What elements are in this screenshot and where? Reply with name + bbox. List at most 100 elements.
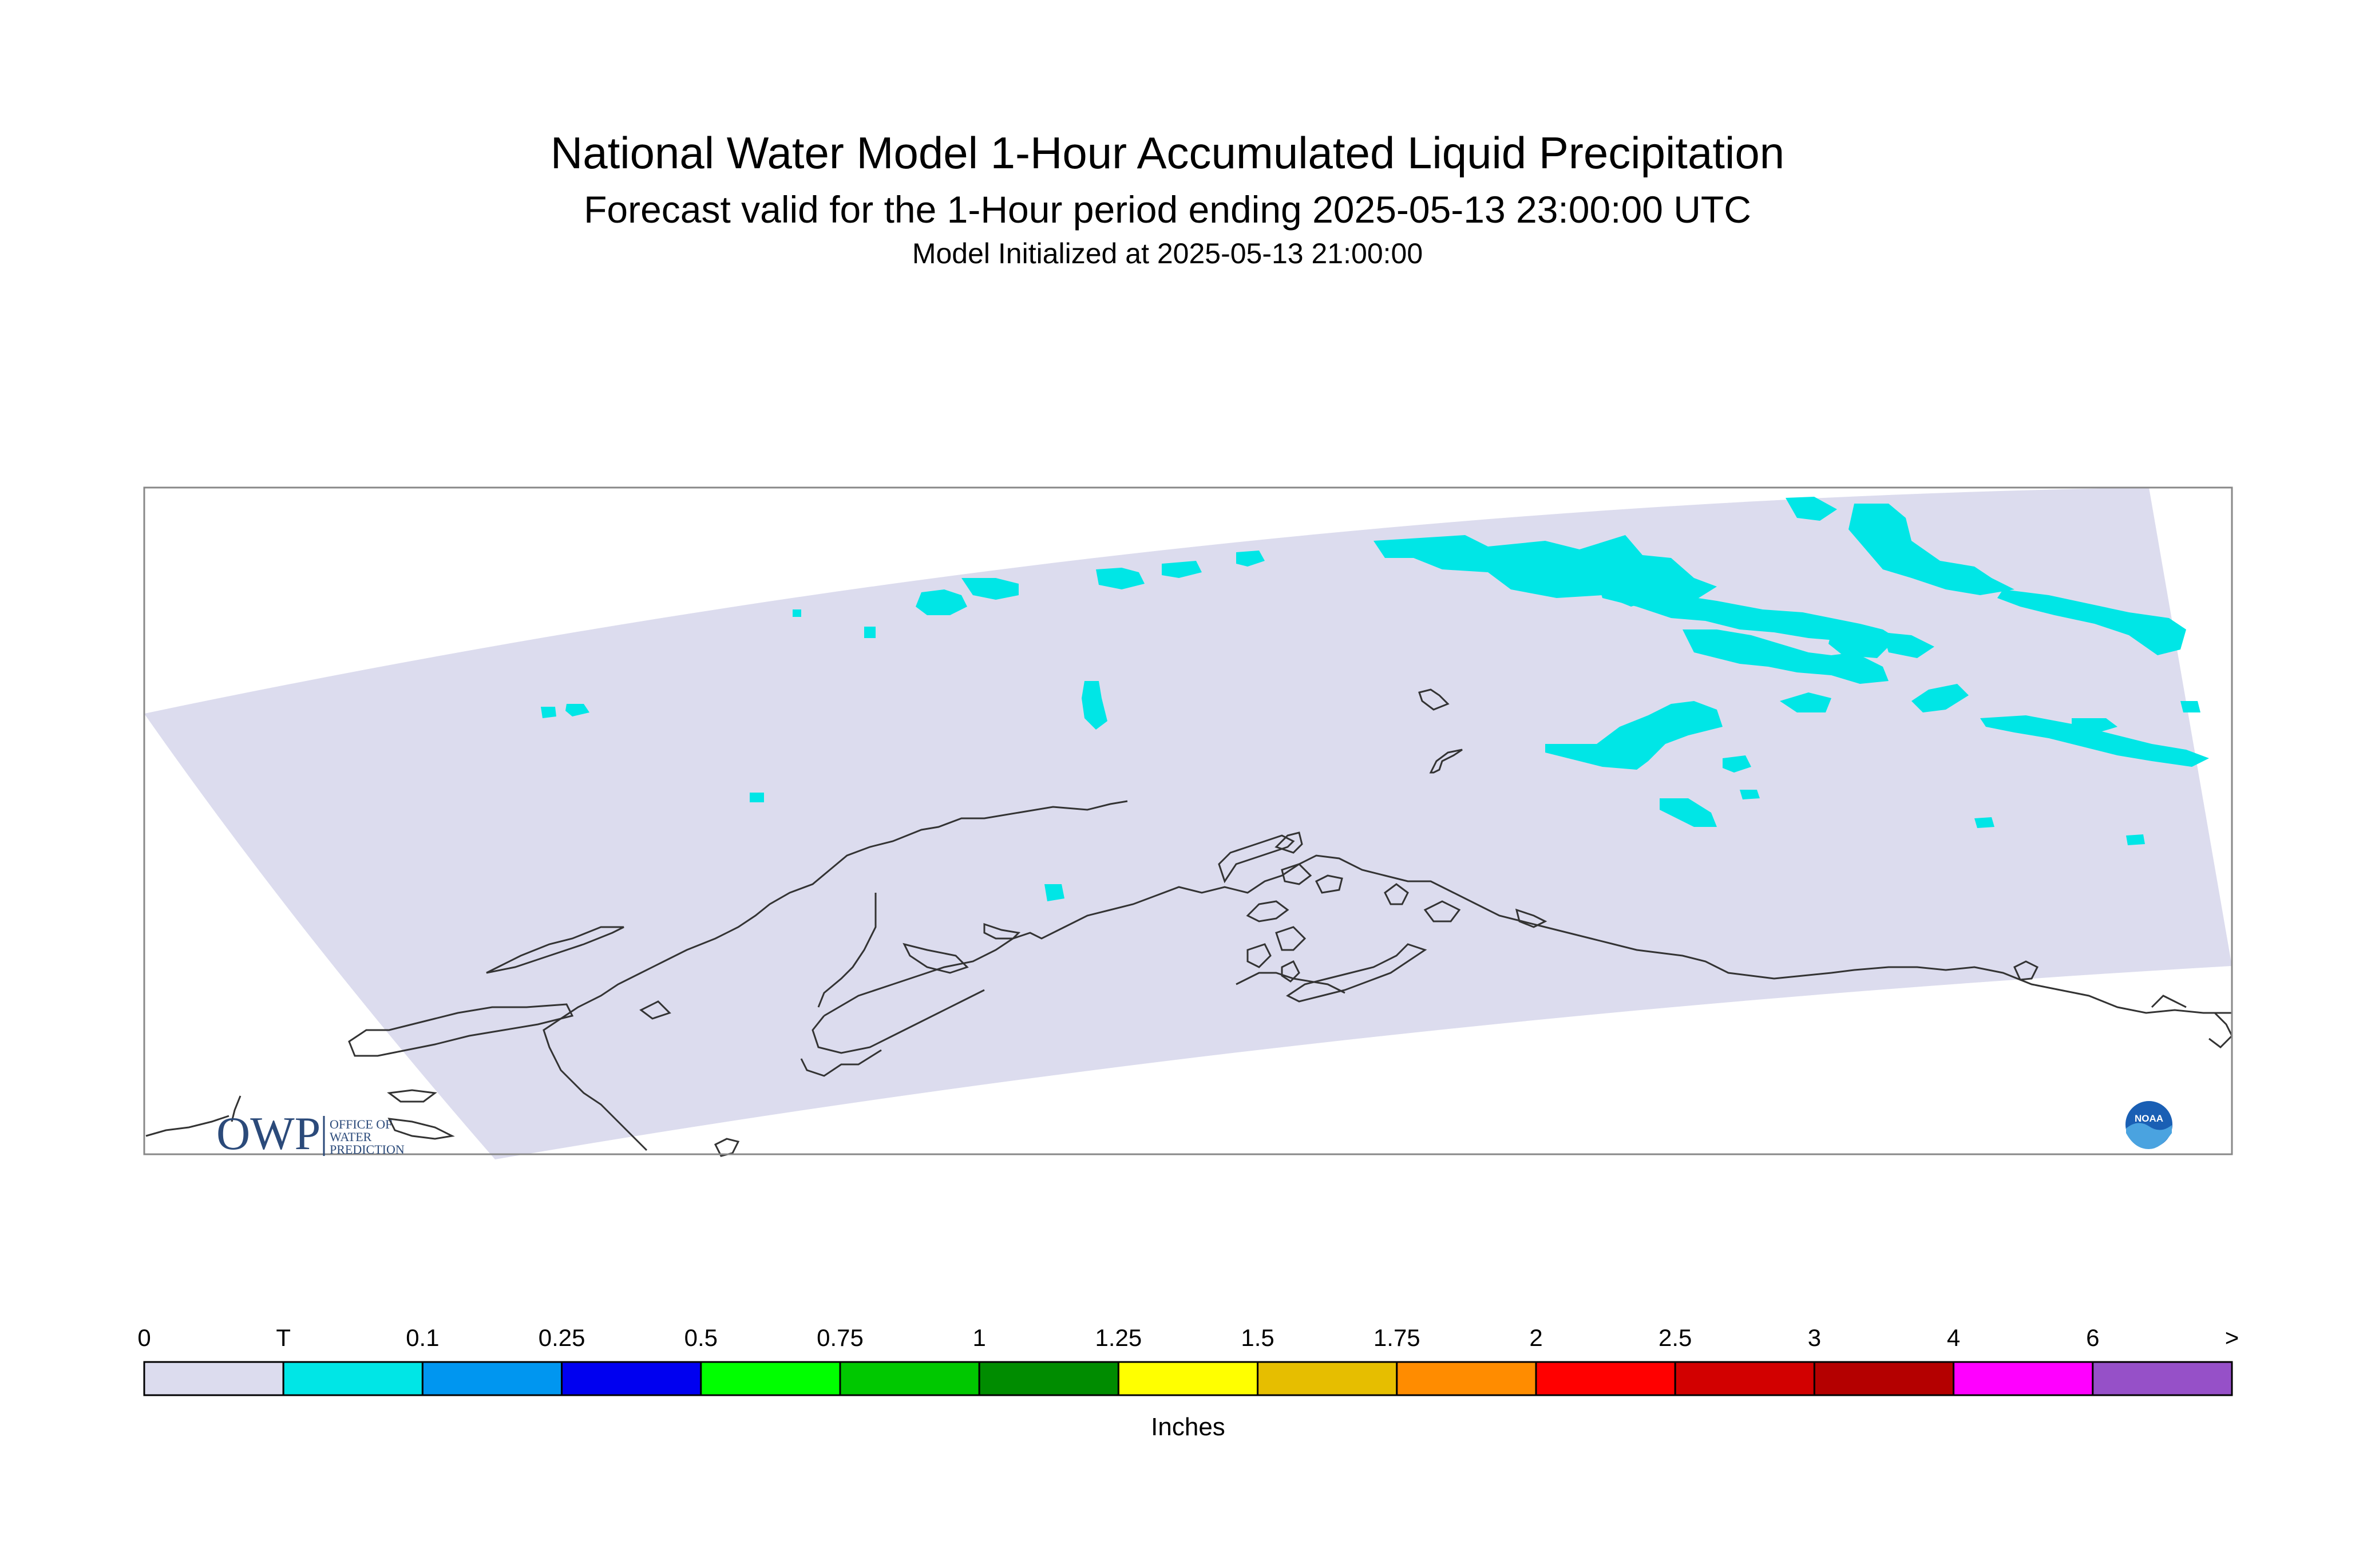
coastline <box>1515 908 1547 928</box>
legend-tick-label: 4 <box>1947 1324 1960 1351</box>
legend-bin <box>561 1361 702 1396</box>
precip-patch <box>2180 701 2200 712</box>
precip-patch <box>2126 834 2145 845</box>
legend-tick-label: 0.75 <box>817 1324 864 1351</box>
coastline <box>983 922 1021 940</box>
coastline <box>800 1049 882 1077</box>
precip-patch <box>1683 629 1889 684</box>
precip-patch <box>1780 692 1831 712</box>
precip-patch <box>1740 790 1760 799</box>
coastline <box>348 1003 574 1057</box>
precip-patch <box>1723 755 1751 773</box>
legend-tick-label: 1.25 <box>1095 1324 1142 1351</box>
legend-tick-label: 2 <box>1529 1324 1542 1351</box>
owp-logo-letters: OWP <box>216 1107 320 1159</box>
precip-patch <box>1828 632 1889 658</box>
coastline <box>2151 995 2187 1008</box>
legend-tick-label: 0.25 <box>539 1324 585 1351</box>
coastline <box>1274 831 1303 854</box>
coastline <box>1281 863 1312 885</box>
legend-bin <box>1535 1361 1676 1396</box>
precip-patch <box>541 707 556 718</box>
coastline <box>1384 883 1409 905</box>
legend-bin <box>1813 1361 1955 1396</box>
legend-tick-label: 0.5 <box>684 1324 718 1351</box>
legend-tick-label: > <box>2225 1324 2239 1351</box>
noaa-logo: NOAA <box>2123 1099 2175 1153</box>
coastline <box>1246 943 1272 968</box>
precip-patch <box>1911 684 1969 712</box>
precip-patch <box>1980 715 2209 767</box>
coastline <box>2013 960 2039 981</box>
coastline <box>1236 972 1345 994</box>
legend-tick-label: 3 <box>1808 1324 1821 1351</box>
precip-patch <box>1883 632 1934 658</box>
coastline <box>145 1115 229 1137</box>
legend-bin <box>700 1361 841 1396</box>
coastline <box>1246 900 1289 922</box>
coastline <box>817 893 877 1008</box>
precip-patch <box>1997 589 2186 655</box>
legend-tick-label: 0.1 <box>406 1324 439 1351</box>
legend-bin <box>839 1361 980 1396</box>
coastline <box>486 926 624 974</box>
precip-patch <box>1044 884 1064 901</box>
precip-patch <box>1660 798 1717 827</box>
chart-subtitle: Forecast valid for the 1-Hour period end… <box>584 188 1751 231</box>
precip-areas <box>541 497 2209 901</box>
legend-bin <box>421 1361 563 1396</box>
precip-patch <box>961 578 1019 600</box>
init-time-line: Model Initialized at 2025-05-13 21:00:00 <box>912 237 1423 270</box>
precip-patch <box>1786 497 1837 521</box>
legend-tick-label: 2.5 <box>1658 1324 1692 1351</box>
legend-bins <box>143 1361 2233 1396</box>
coastlines <box>145 688 2233 1157</box>
precip-patch <box>864 627 876 638</box>
coastline <box>387 1118 455 1140</box>
precip-patch <box>793 609 801 617</box>
map-frame <box>143 486 2233 1155</box>
precip-patch <box>1545 701 1723 770</box>
legend-tick-label: T <box>276 1324 291 1351</box>
legend-bin <box>1257 1361 1398 1396</box>
precip-patch <box>1096 568 1145 589</box>
legend-bin <box>2092 1361 2233 1396</box>
owp-logo: OWP OFFICE OF WATER PREDICTION <box>216 1104 422 1165</box>
precip-patch <box>916 589 967 615</box>
coastline <box>543 800 1128 1151</box>
precip-patch <box>1082 681 1107 730</box>
legend-bin <box>1674 1361 1815 1396</box>
coastline <box>1423 900 1461 922</box>
owp-logo-text-3: PREDICTION <box>330 1142 405 1157</box>
coastline <box>824 854 2232 1017</box>
coastline <box>1286 943 1427 1003</box>
chart-title: National Water Model 1-Hour Accumulated … <box>550 128 1785 178</box>
coastline <box>812 989 985 1054</box>
precip-patch <box>1848 504 2014 595</box>
coastline <box>1281 960 1300 983</box>
precip-patch <box>1162 561 1202 578</box>
legend-bin <box>978 1361 1119 1396</box>
legend-bin <box>1117 1361 1259 1396</box>
legend-tick-label: 6 <box>2086 1324 2099 1351</box>
legend-unit-label: Inches <box>1151 1413 1225 1441</box>
coastline <box>1418 688 1450 711</box>
coastline <box>387 1089 437 1103</box>
coastline <box>639 1000 671 1020</box>
precip-patch <box>1236 551 1265 567</box>
legend-bin <box>1953 1361 2094 1396</box>
legend-bin <box>143 1361 284 1396</box>
legend-tick-labels: 0 T 0.1 0.25 0.5 0.75 1 1.25 1.5 1.75 2 2.5 3 4 6 > <box>137 1324 2239 1351</box>
coastline <box>1315 874 1343 894</box>
coastline <box>1218 834 1295 884</box>
coastline <box>1429 749 1463 774</box>
owp-logo-text-2: WATER <box>330 1130 372 1144</box>
precip-patch <box>1974 817 1994 828</box>
precip-patch <box>1597 578 1906 650</box>
legend-tick-label: 0 <box>137 1324 151 1351</box>
legend-tick-label: 1.75 <box>1373 1324 1420 1351</box>
precip-patch <box>565 704 589 716</box>
precip-patch <box>2072 718 2117 734</box>
